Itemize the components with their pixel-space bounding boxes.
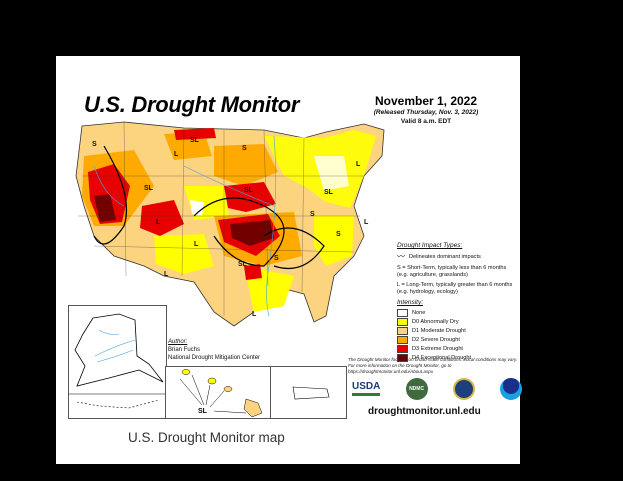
swatch-d4	[397, 354, 408, 363]
legend-item-d3: D3 Extreme Drought	[397, 345, 519, 354]
svg-text:SL: SL	[190, 137, 200, 144]
svg-text:L: L	[164, 271, 169, 278]
svg-text:SL: SL	[244, 187, 254, 194]
svg-text:S: S	[336, 231, 341, 238]
svg-text:L: L	[174, 151, 179, 158]
swatch-d2	[397, 336, 408, 345]
svg-text:L: L	[356, 161, 361, 168]
svg-text:L: L	[364, 219, 369, 226]
legend-label: D3 Extreme Drought	[412, 345, 463, 352]
legend-label: D0 Abnormally Dry	[412, 318, 459, 325]
legend-item-d2: D2 Severe Drought	[397, 336, 519, 345]
partner-logos: USDA NDMC	[352, 378, 522, 400]
alaska-outline	[69, 313, 166, 409]
hawaii-outline: SL	[179, 369, 263, 418]
map-date: November 1, 2022	[374, 94, 478, 108]
svg-text:L: L	[252, 311, 257, 318]
map-title: U.S. Drought Monitor	[84, 92, 300, 117]
svg-text:L: L	[194, 241, 199, 248]
usda-logo: USDA	[352, 382, 381, 396]
intensity-heading: Intensity:	[397, 299, 424, 307]
legend-item-d4: D4 Exceptional Drought	[397, 354, 519, 363]
legend: Drought Impact Types: 〰 Delineates domina…	[397, 242, 519, 363]
puerto-rico-inset	[270, 366, 347, 419]
map-caption: U.S. Drought Monitor map	[128, 430, 285, 445]
puerto-rico-outline	[292, 386, 330, 400]
swatch-d0	[397, 318, 408, 327]
impact-types-heading: Drought Impact Types:	[397, 242, 463, 249]
drought-map-panel: U.S. Drought Monitor November 1, 2022 (R…	[56, 56, 522, 464]
svg-text:SL: SL	[238, 261, 248, 268]
alaska-inset	[68, 305, 167, 419]
legend-item-d0: D0 Abnormally Dry	[397, 318, 519, 327]
svg-text:SL: SL	[324, 189, 334, 196]
legend-item-none: None	[397, 309, 519, 318]
noaa-logo	[500, 378, 522, 400]
disclaimer: The Drought Monitor focuses on broad-sca…	[348, 357, 518, 374]
valid-time: Valid 8 a.m. EDT	[400, 118, 452, 125]
ndmc-logo: NDMC	[405, 378, 428, 400]
swatch-d3	[397, 345, 408, 354]
swatch-d1	[397, 327, 408, 336]
svg-text:S: S	[242, 145, 247, 152]
author-block: Author: Brian Fuchs National Drought Mit…	[168, 338, 260, 362]
date-block: November 1, 2022 (Released Thursday, Nov…	[346, 94, 506, 125]
svg-text:S: S	[310, 211, 315, 218]
hawaii-inset: SL	[165, 366, 272, 419]
author-heading: Author:	[168, 339, 188, 345]
drought-monitor-url[interactable]: droughtmonitor.unl.edu	[368, 406, 481, 417]
release-date: (Released Thursday, Nov. 3, 2022)	[373, 109, 479, 116]
legend-label: D1 Moderate Drought	[412, 327, 466, 334]
swatch-none	[397, 309, 408, 318]
legend-item-d1: D1 Moderate Drought	[397, 327, 519, 336]
legend-label: D2 Severe Drought	[412, 336, 460, 343]
legend-label: D4 Exceptional Drought	[412, 354, 472, 361]
author-org: National Drought Mitigation Center	[168, 355, 261, 362]
long-term-text: L = Long-Term, typically greater than 6 …	[397, 282, 513, 296]
short-term-text: S = Short-Term, typically less than 6 mo…	[397, 265, 507, 279]
svg-text:S: S	[92, 141, 97, 148]
commerce-seal-logo	[452, 378, 475, 400]
legend-label: None	[412, 309, 426, 316]
svg-text:S: S	[274, 255, 279, 262]
svg-text:SL: SL	[144, 185, 154, 192]
delineates-text: Delineates dominant impacts	[409, 253, 481, 260]
hawaii-impact-label: SL	[198, 408, 208, 415]
svg-text:L: L	[156, 219, 161, 226]
conus-drought-map: S SL S L SL L SL SL L S S S SL L L L L	[75, 121, 385, 327]
author-name: Brian Fuchs	[168, 347, 201, 354]
delineation-line-icon: 〰	[397, 252, 405, 262]
